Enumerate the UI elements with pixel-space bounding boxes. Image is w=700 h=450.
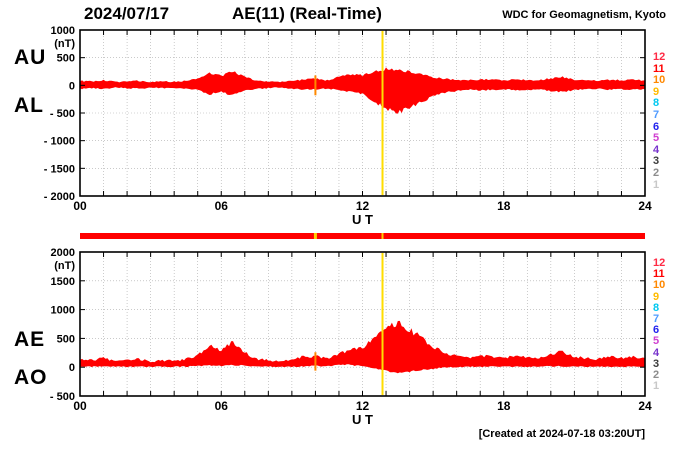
svg-text:18: 18	[497, 399, 511, 413]
svg-text:- 2000: - 2000	[44, 191, 75, 203]
svg-text:24: 24	[638, 399, 652, 413]
station-number: 12	[653, 257, 666, 269]
station-number: 11	[653, 268, 665, 281]
au-al-chart: 1000 500 0 - 500 - 1000 - 1500 - 2000 (nT) 00 06 1…	[44, 25, 652, 227]
svg-text:500: 500	[57, 333, 75, 345]
svg-text:- 500: - 500	[50, 391, 75, 403]
svg-text:00: 00	[73, 199, 87, 213]
svg-text:18: 18	[497, 199, 511, 213]
svg-text:06: 06	[215, 199, 229, 213]
svg-text:500: 500	[57, 53, 75, 65]
axis-label-au: AU	[14, 46, 47, 69]
station-number: 10	[653, 74, 666, 87]
station-number: 4	[653, 143, 660, 156]
svg-text:(nT): (nT)	[54, 38, 75, 50]
svg-text:1500: 1500	[51, 276, 75, 288]
station-count-scale-top: 12 11 10 9 8 7 6 5 4 3 2 1	[653, 51, 683, 191]
station-number: 4	[653, 346, 660, 359]
svg-text:00: 00	[73, 399, 87, 413]
svg-text:1000: 1000	[51, 25, 75, 37]
station-number: 9	[653, 290, 660, 303]
station-number: 2	[653, 166, 660, 179]
svg-text:- 1500: - 1500	[44, 163, 75, 175]
plot-date: 2024/07/17	[84, 4, 170, 23]
station-number: 8	[653, 301, 660, 314]
svg-text:(nT): (nT)	[54, 260, 75, 272]
svg-text:0: 0	[69, 362, 75, 374]
svg-text:2000: 2000	[51, 247, 75, 259]
station-number: 5	[653, 132, 660, 145]
station-number: 6	[653, 120, 660, 133]
svg-text:U T: U T	[352, 412, 373, 427]
svg-text:- 500: - 500	[50, 108, 75, 120]
station-number: 6	[653, 324, 660, 337]
station-number: 1	[653, 380, 660, 393]
station-number: 12	[653, 51, 666, 63]
svg-text:24: 24	[638, 199, 652, 213]
axis-label-ao: AO	[14, 366, 48, 389]
station-number: 3	[653, 155, 660, 168]
svg-text:- 1000: - 1000	[44, 136, 75, 148]
station-number: 2	[653, 368, 660, 381]
station-number: 10	[653, 279, 666, 292]
waveform-ae-ao	[80, 320, 645, 374]
station-number: 1	[653, 178, 660, 191]
svg-text:0: 0	[69, 80, 75, 92]
created-timestamp: [Created at 2024-07-18 03:20UT]	[478, 428, 645, 440]
axis-label-ae: AE	[14, 328, 46, 351]
station-availability-bar	[80, 233, 645, 239]
station-number: 3	[653, 357, 660, 370]
station-number: 7	[653, 312, 660, 325]
station-number: 5	[653, 335, 660, 348]
svg-text:1000: 1000	[51, 305, 75, 317]
svg-text:U T: U T	[352, 212, 373, 227]
svg-text:12: 12	[356, 199, 370, 213]
station-number: 7	[653, 108, 660, 121]
svg-text:06: 06	[215, 399, 229, 413]
station-count-scale-bottom: 12 11 10 9 8 7 6 5 4 3 2 1	[653, 257, 683, 393]
plot-title: AE(11) (Real-Time)	[232, 4, 382, 23]
data-credit: WDC for Geomagnetism, Kyoto	[502, 9, 666, 21]
axis-label-al: AL	[14, 94, 44, 117]
ae-ao-chart: 2000 1500 1000 500 0 - 500 (nT) 00 06 12 18 24 U T	[50, 247, 652, 427]
station-number: 9	[653, 85, 660, 98]
station-number: 8	[653, 97, 660, 110]
waveform-au-al	[80, 67, 645, 114]
svg-text:12: 12	[356, 399, 370, 413]
station-number: 11	[653, 62, 665, 75]
